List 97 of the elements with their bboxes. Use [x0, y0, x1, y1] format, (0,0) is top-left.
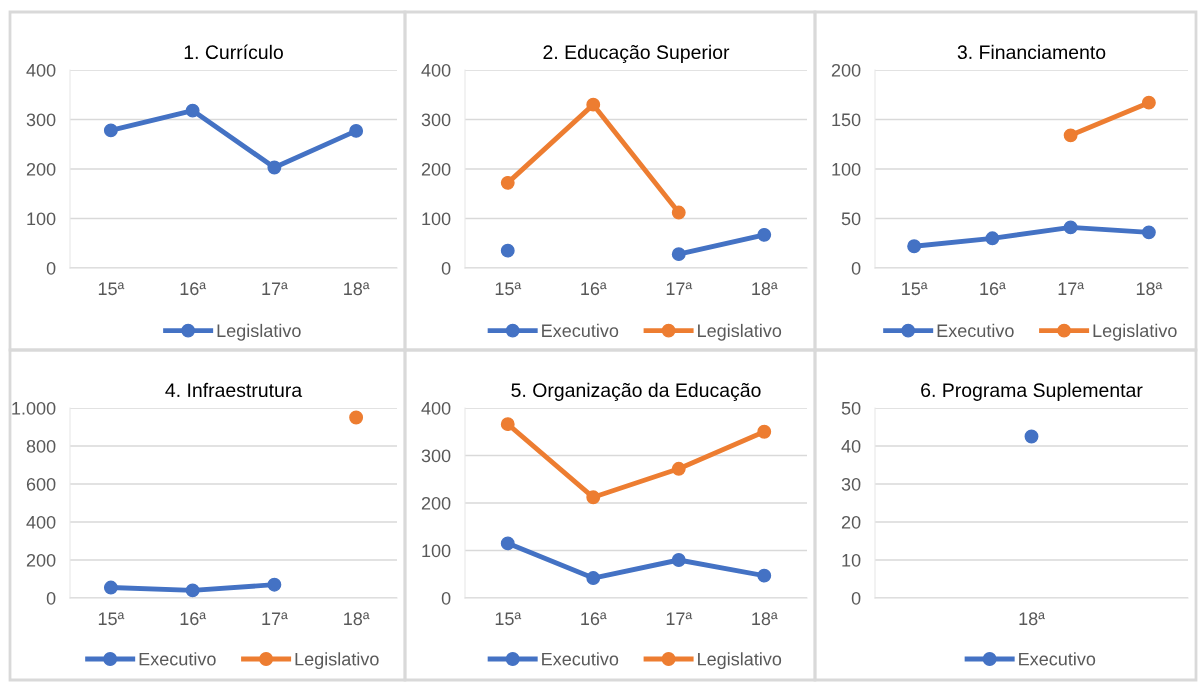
chart-title: 2. Educação Superior	[543, 44, 730, 64]
x-tick-label: 17ª	[262, 282, 288, 295]
legend-label: Legislativo	[217, 323, 301, 341]
chart-title: 5. Organização da Educação	[511, 382, 761, 402]
legend-label: Legislativo	[1093, 323, 1177, 341]
y-tick-label: 10	[842, 553, 861, 567]
x-tick-label: 15ª	[495, 282, 522, 296]
x-tick-label: 16ª	[581, 612, 607, 626]
y-tick-label: 400	[26, 515, 56, 529]
point	[349, 410, 364, 425]
x-tick-label: 18ª	[752, 282, 778, 296]
x-tick-label: 16ª	[180, 282, 207, 296]
x-tick-label: 16ª	[980, 282, 1006, 296]
point	[671, 461, 686, 476]
point	[671, 205, 686, 220]
x-tick-label: 18ª	[1019, 612, 1045, 626]
point	[1141, 95, 1156, 110]
point	[907, 239, 922, 254]
y-tick-label: 200	[26, 162, 56, 176]
x-tick-label: 17ª	[262, 612, 288, 625]
y-tick-label: 0	[46, 261, 56, 275]
legend-label: Executivo	[542, 323, 619, 338]
point	[671, 247, 686, 262]
legend-label: Executivo	[542, 652, 619, 666]
y-tick-label: 0	[851, 261, 861, 275]
point	[586, 490, 601, 505]
y-tick-label: 100	[27, 212, 56, 226]
point	[103, 580, 118, 595]
point	[586, 97, 601, 112]
y-tick-label: 0	[46, 591, 56, 605]
x-tick-label: 15ª	[98, 612, 125, 626]
chart-title: 1. Currículo	[184, 44, 283, 60]
legend-label: Legislativo	[698, 652, 782, 670]
x-tick-label: 18ª	[752, 612, 778, 626]
y-tick-label: 0	[441, 591, 451, 605]
point	[185, 103, 200, 118]
point	[1063, 220, 1078, 235]
point	[757, 424, 772, 439]
x-tick-label: 18ª	[1136, 282, 1163, 296]
legend-label: Executivo	[937, 323, 1014, 338]
chart-title: 3. Financiamento	[957, 44, 1106, 60]
x-tick-label: 17ª	[666, 612, 693, 625]
y-tick-label: 50	[841, 212, 861, 226]
point	[1141, 225, 1156, 240]
legend-label: Executivo	[1019, 652, 1096, 666]
point	[349, 123, 364, 138]
y-tick-label: 200	[26, 553, 56, 567]
point	[267, 160, 282, 175]
chart-title: 4. Infraestrutura	[165, 382, 303, 398]
x-tick-label: 16ª	[180, 612, 207, 626]
point	[500, 175, 515, 190]
point	[103, 123, 118, 138]
y-tick-label: 400	[26, 63, 56, 77]
point	[985, 231, 1000, 246]
x-tick-label: 17ª	[1058, 282, 1085, 295]
point	[757, 568, 772, 583]
y-tick-label: 40	[841, 439, 861, 453]
y-tick-label: 20	[841, 515, 861, 529]
y-tick-label: 100	[422, 544, 451, 558]
y-tick-label: 0	[851, 591, 861, 605]
y-tick-label: 600	[26, 477, 56, 491]
y-tick-label: 400	[421, 401, 451, 415]
y-tick-label: 100	[832, 162, 861, 176]
y-tick-label: 200	[421, 162, 451, 176]
y-tick-label: 300	[421, 113, 451, 127]
legend-label: Legislativo	[698, 323, 782, 341]
point	[500, 243, 515, 258]
y-tick-label: 30	[841, 477, 861, 491]
y-tick-label: 1.000	[12, 401, 56, 415]
point	[500, 417, 515, 432]
x-tick-label: 15ª	[98, 282, 125, 296]
legend-label: Executivo	[139, 652, 216, 666]
point	[185, 583, 200, 598]
point	[1063, 128, 1078, 143]
legend-label: Legislativo	[295, 652, 379, 670]
y-tick-label: 800	[26, 439, 56, 453]
y-tick-label: 300	[26, 113, 56, 127]
x-tick-label: 15ª	[495, 612, 522, 626]
point	[671, 553, 686, 567]
point	[757, 227, 772, 242]
x-tick-label: 18ª	[344, 282, 370, 296]
x-tick-label: 16ª	[581, 282, 607, 296]
chart-title: 6. Programa Suplementar	[921, 382, 1143, 401]
y-tick-label: 100	[422, 212, 451, 226]
y-tick-label: 50	[841, 401, 861, 415]
x-tick-label: 18ª	[344, 612, 370, 626]
x-tick-label: 17ª	[666, 282, 693, 295]
point	[267, 577, 282, 592]
y-tick-label: 200	[421, 496, 451, 510]
y-tick-label: 0	[441, 261, 451, 275]
y-tick-label: 200	[831, 63, 861, 77]
point	[586, 571, 601, 585]
y-tick-label: 300	[421, 449, 451, 463]
y-tick-label: 400	[421, 63, 451, 77]
y-tick-label: 150	[832, 113, 861, 127]
x-tick-label: 15ª	[902, 282, 928, 296]
point	[500, 536, 515, 551]
